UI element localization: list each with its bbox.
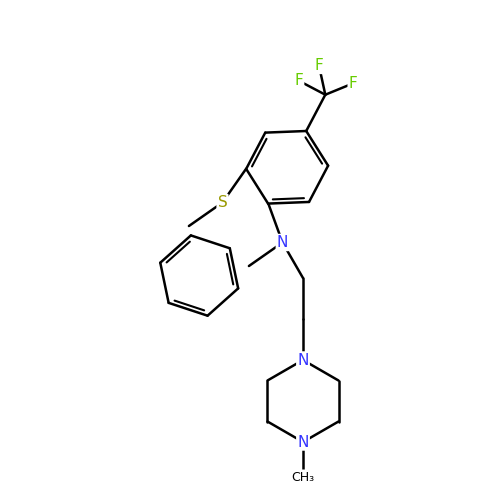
Text: N: N — [298, 434, 308, 450]
Text: N: N — [298, 352, 308, 368]
Text: N: N — [277, 235, 288, 250]
Text: F: F — [314, 58, 324, 73]
Text: F: F — [294, 73, 303, 88]
Text: F: F — [348, 76, 358, 91]
Text: S: S — [218, 195, 228, 210]
Text: CH₃: CH₃ — [292, 470, 314, 484]
